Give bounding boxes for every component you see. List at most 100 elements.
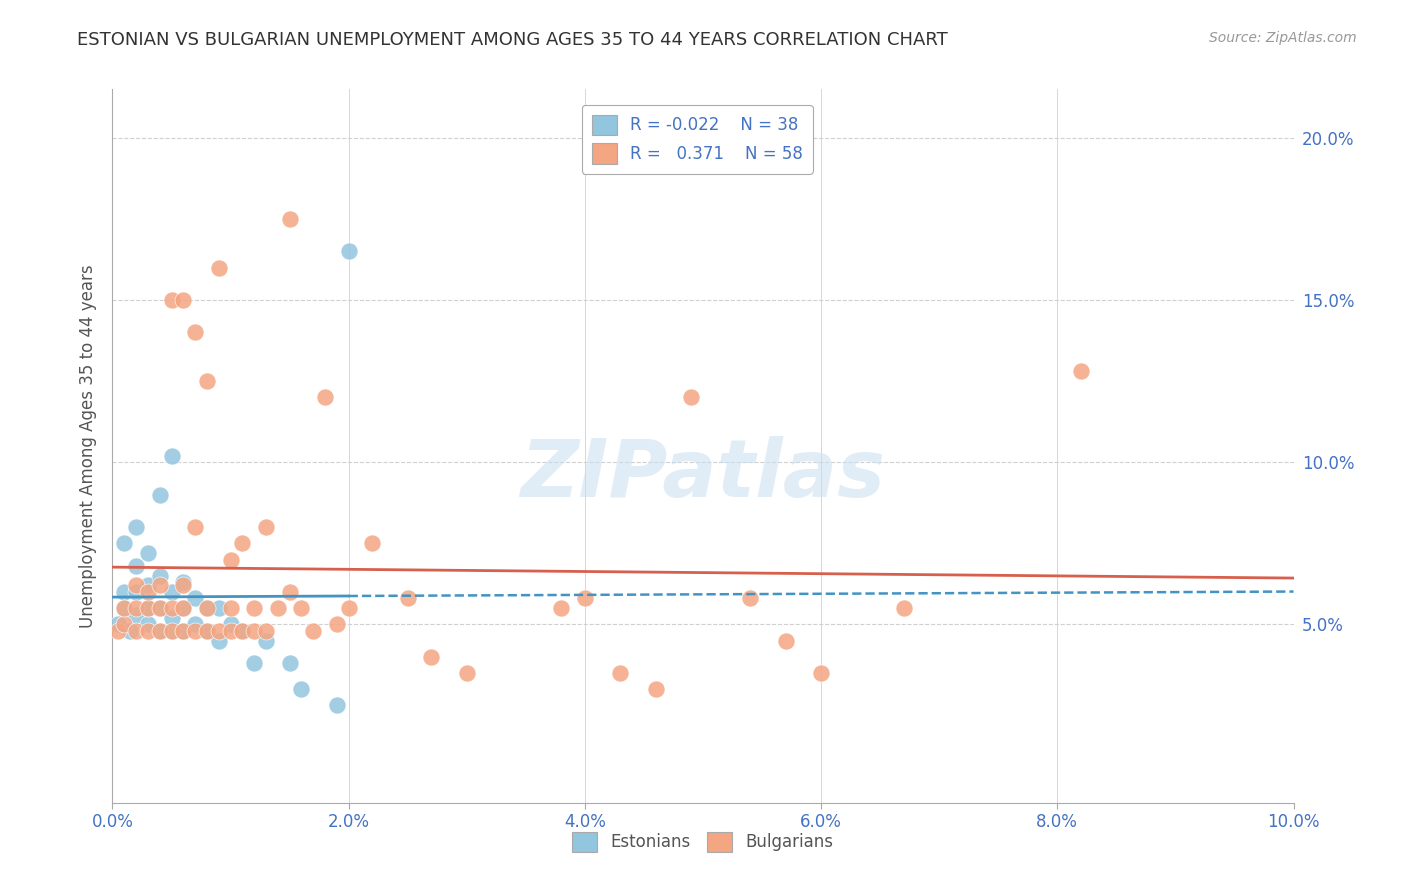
Point	[112, 585, 135, 599]
Point	[243, 601, 266, 615]
Point	[681, 390, 703, 404]
Point	[107, 617, 129, 632]
Point	[278, 585, 301, 599]
Point	[231, 536, 253, 550]
Point	[184, 326, 207, 340]
Point	[160, 611, 183, 625]
Point	[195, 601, 218, 615]
Point	[172, 601, 194, 615]
Y-axis label: Unemployment Among Ages 35 to 44 years: Unemployment Among Ages 35 to 44 years	[79, 264, 97, 628]
Point	[125, 520, 148, 534]
Point	[254, 633, 277, 648]
Point	[456, 666, 478, 681]
Point	[172, 624, 194, 638]
Point	[184, 520, 207, 534]
Point	[149, 578, 172, 592]
Point	[149, 601, 172, 615]
Point	[125, 601, 148, 615]
Point	[208, 633, 231, 648]
Point	[160, 601, 183, 615]
Point	[278, 657, 301, 671]
Point	[243, 624, 266, 638]
Point	[136, 578, 159, 592]
Point	[326, 698, 349, 713]
Point	[267, 601, 290, 615]
Text: ZIPatlas: ZIPatlas	[520, 435, 886, 514]
Point	[231, 624, 253, 638]
Point	[219, 624, 242, 638]
Point	[160, 293, 183, 307]
Point	[326, 617, 349, 632]
Point	[172, 601, 194, 615]
Point	[219, 601, 242, 615]
Point	[125, 578, 148, 592]
Legend: Estonians, Bulgarians: Estonians, Bulgarians	[565, 825, 841, 859]
Point	[574, 591, 596, 606]
Point	[160, 585, 183, 599]
Point	[112, 601, 135, 615]
Point	[112, 601, 135, 615]
Point	[314, 390, 336, 404]
Point	[278, 211, 301, 226]
Point	[337, 244, 360, 259]
Point	[644, 682, 666, 697]
Point	[112, 536, 135, 550]
Point	[290, 682, 312, 697]
Point	[208, 601, 231, 615]
Point	[302, 624, 325, 638]
Point	[136, 601, 159, 615]
Point	[149, 488, 172, 502]
Point	[120, 624, 142, 638]
Point	[184, 617, 207, 632]
Point	[136, 546, 159, 560]
Point	[125, 624, 148, 638]
Point	[125, 559, 148, 574]
Point	[172, 578, 194, 592]
Point	[396, 591, 419, 606]
Point	[1070, 364, 1092, 378]
Point	[195, 624, 218, 638]
Point	[219, 617, 242, 632]
Point	[231, 624, 253, 638]
Point	[184, 591, 207, 606]
Point	[125, 585, 148, 599]
Point	[775, 633, 797, 648]
Point	[337, 601, 360, 615]
Point	[208, 260, 231, 275]
Point	[219, 552, 242, 566]
Point	[361, 536, 384, 550]
Point	[254, 520, 277, 534]
Point	[740, 591, 762, 606]
Point	[254, 624, 277, 638]
Point	[172, 293, 194, 307]
Text: ESTONIAN VS BULGARIAN UNEMPLOYMENT AMONG AGES 35 TO 44 YEARS CORRELATION CHART: ESTONIAN VS BULGARIAN UNEMPLOYMENT AMONG…	[77, 31, 948, 49]
Point	[195, 601, 218, 615]
Point	[243, 657, 266, 671]
Point	[609, 666, 631, 681]
Point	[160, 449, 183, 463]
Point	[149, 624, 172, 638]
Point	[136, 617, 159, 632]
Point	[149, 568, 172, 582]
Point	[290, 601, 312, 615]
Point	[172, 575, 194, 590]
Point	[112, 617, 135, 632]
Point	[136, 585, 159, 599]
Point	[195, 374, 218, 388]
Point	[125, 607, 148, 622]
Point	[208, 624, 231, 638]
Point	[550, 601, 572, 615]
Point	[136, 624, 159, 638]
Point	[893, 601, 915, 615]
Point	[184, 624, 207, 638]
Point	[149, 601, 172, 615]
Point	[160, 624, 183, 638]
Point	[160, 624, 183, 638]
Point	[195, 624, 218, 638]
Text: Source: ZipAtlas.com: Source: ZipAtlas.com	[1209, 31, 1357, 45]
Point	[810, 666, 832, 681]
Point	[172, 624, 194, 638]
Point	[136, 601, 159, 615]
Point	[420, 649, 443, 664]
Point	[149, 624, 172, 638]
